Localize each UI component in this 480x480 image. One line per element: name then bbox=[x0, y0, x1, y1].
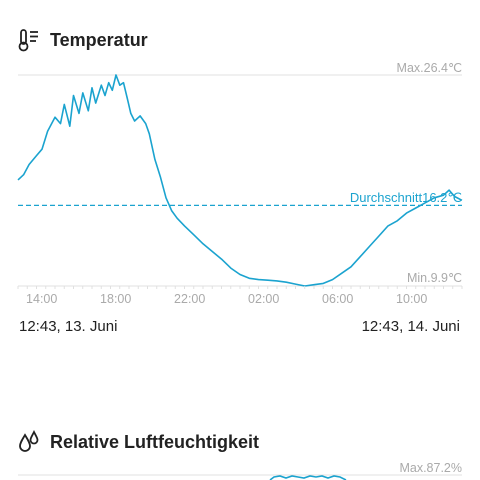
x-tick-label: 14:00 bbox=[26, 292, 57, 306]
x-tick-labels: 14:00 18:00 22:00 02:00 06:00 10:00 bbox=[17, 286, 463, 306]
range-end-label: 12:43, 14. Juni bbox=[361, 318, 460, 335]
range-start-label: 12:43, 13. Juni bbox=[19, 318, 118, 335]
min-label: Min.9.9℃ bbox=[407, 271, 462, 285]
temperature-chart[interactable]: Max.26.4℃ Min.9.9℃ Durchschnitt16.2℃ 14:… bbox=[0, 0, 480, 320]
temperature-section-header: Temperatur bbox=[18, 28, 148, 52]
humidity-title: Relative Luftfeuchtigkeit bbox=[50, 431, 260, 452]
water-drops-icon bbox=[18, 429, 40, 454]
humidity-series-line bbox=[269, 475, 347, 480]
x-tick-label: 10:00 bbox=[396, 292, 427, 306]
average-label: Durchschnitt16.2℃ bbox=[350, 190, 462, 205]
humidity-section-header: Relative Luftfeuchtigkeit bbox=[18, 429, 260, 454]
x-tick-label: 22:00 bbox=[174, 292, 205, 306]
x-tick-label: 18:00 bbox=[100, 292, 131, 306]
thermometer-icon bbox=[18, 28, 40, 52]
x-tick-label: 02:00 bbox=[248, 292, 279, 306]
humidity-max-label: Max.87.2% bbox=[399, 461, 462, 475]
temperature-series-line bbox=[17, 74, 463, 287]
max-label: Max.26.4℃ bbox=[397, 61, 462, 75]
x-tick-label: 06:00 bbox=[322, 292, 353, 306]
temperature-title: Temperatur bbox=[50, 29, 148, 50]
